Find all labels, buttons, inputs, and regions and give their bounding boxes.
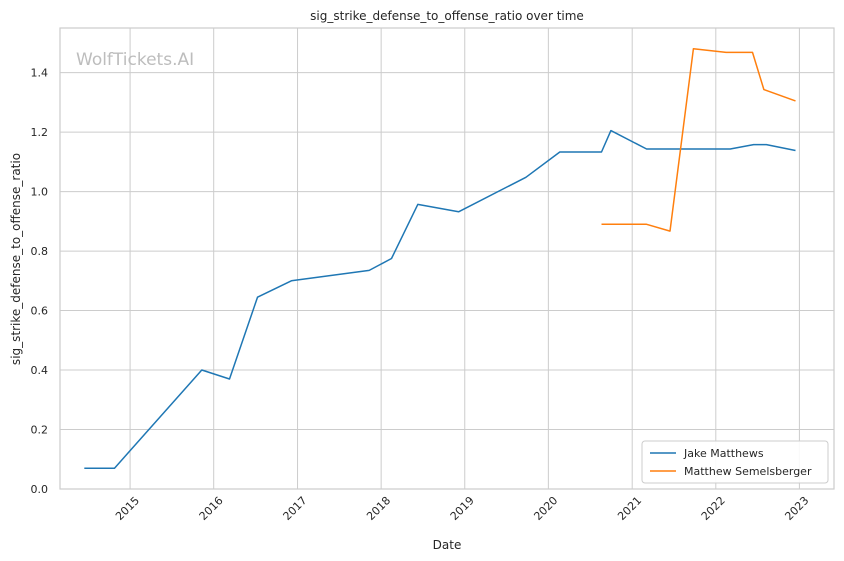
y-tick-label: 0.8: [31, 245, 49, 258]
x-tick-label: 2022: [699, 494, 728, 523]
series-line-2: [601, 48, 796, 232]
x-tick-label: 2016: [197, 494, 226, 523]
x-tick-label: 2018: [364, 494, 393, 523]
x-tick-label: 2015: [113, 494, 142, 523]
x-tick-label: 2017: [281, 494, 310, 523]
x-tick-label: 2021: [615, 494, 644, 523]
plot-frame: [59, 27, 835, 490]
x-tick-label: 2019: [448, 494, 477, 523]
x-axis-label: Date: [433, 538, 462, 552]
plot-background: [60, 28, 834, 489]
y-tick-label: 0.6: [31, 305, 49, 318]
series-line-1: [84, 129, 796, 469]
watermark: WolfTickets.AI: [76, 50, 194, 70]
plot-area: 0.0 0.2 0.4 0.6 0.8 1.0 1.2 1.4 2015 2016 2017 2018…: [31, 27, 835, 523]
y-tick-label: 0.4: [31, 364, 49, 377]
chart-title: sig_strike_defense_to_offense_ratio over…: [310, 9, 584, 23]
legend-label-2: Matthew Semelsberger: [684, 465, 812, 478]
y-tick-label: 1.0: [31, 186, 49, 199]
y-tick-label: 1.2: [31, 126, 49, 139]
legend-box: [641, 440, 829, 484]
x-tick-label: 2020: [531, 494, 560, 523]
x-tick-label: 2023: [782, 494, 811, 523]
y-tick-label: 0.0: [31, 483, 49, 496]
y-tick-label: 0.2: [31, 424, 49, 437]
legend-label-1: Jake Matthews: [683, 447, 764, 460]
legend: Jake Matthews Matthew Semelsberger: [641, 440, 829, 484]
y-tick-label: 1.4: [31, 67, 49, 80]
y-axis-label: sig_strike_defense_to_offense_ratio: [9, 153, 23, 365]
